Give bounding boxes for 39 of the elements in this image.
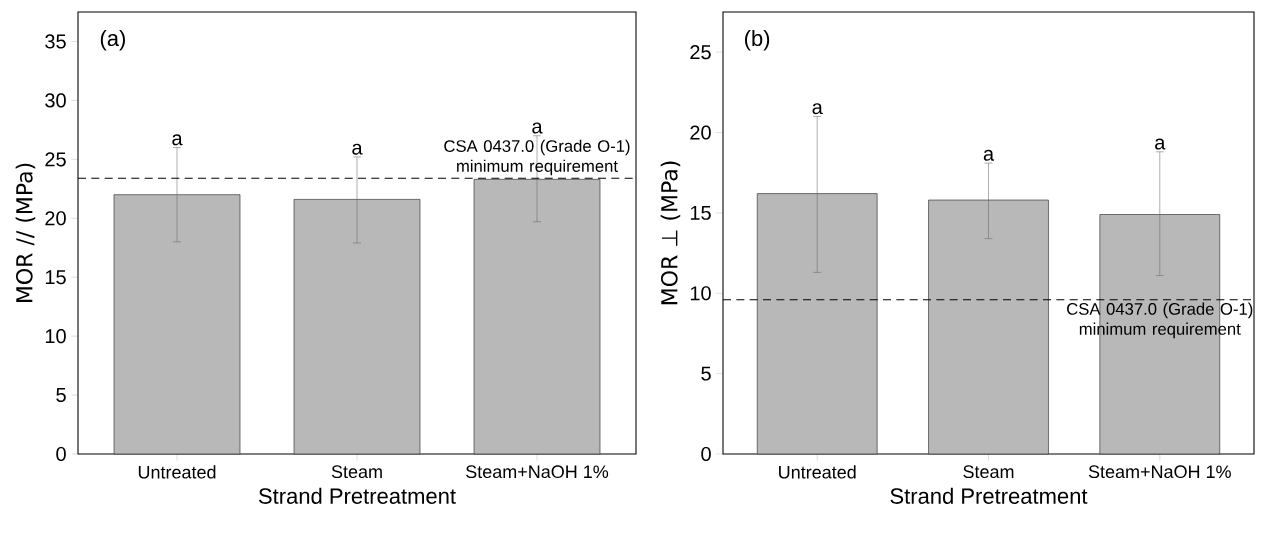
annotation: (a)	[100, 29, 125, 51]
y-tick-label: 25	[45, 152, 66, 167]
annotation: a	[983, 149, 995, 161]
x-axis-title: Strand Pretreatment	[258, 487, 456, 504]
y-axis-title: MOR ⊥ (MPa)	[660, 161, 681, 305]
y-tick-label: 5	[56, 388, 66, 403]
x-tick-label: Steam	[963, 465, 1014, 479]
y-tick-label: 35	[45, 34, 66, 49]
annotation: a	[812, 103, 823, 115]
annotation: a	[172, 134, 183, 146]
y-tick-label: 20	[45, 211, 66, 226]
x-tick-label: Steam	[331, 465, 382, 479]
y-tick-label: 0	[56, 446, 66, 462]
y-tick-label: 30	[45, 93, 66, 108]
annotation: a	[1155, 138, 1166, 150]
y-tick-label: 25	[690, 45, 711, 60]
annotation: (b)	[745, 29, 770, 51]
y-tick-label: 10	[690, 286, 711, 301]
y-axis-title: MOR // (MPa)	[15, 163, 36, 302]
bar	[293, 199, 421, 455]
x-tick-label: Untreated	[138, 465, 216, 479]
bar	[756, 193, 878, 455]
ref-line-label: CSA 0437.0 (Grade O-1) minimum requirement	[1067, 302, 1253, 339]
x-tick-label: Steam+NaOH 1%	[1088, 465, 1231, 479]
ref-line-label: CSA 0437.0 (Grade O-1) minimum requirement	[444, 139, 630, 176]
y-tick-label: 10	[45, 329, 66, 344]
bar	[113, 194, 241, 455]
bar	[473, 179, 601, 455]
bar	[928, 199, 1049, 455]
y-tick-label: 15	[690, 205, 711, 220]
annotation: a	[352, 143, 363, 155]
y-tick-label: 20	[690, 125, 711, 140]
x-tick-label: Untreated	[779, 465, 856, 479]
y-tick-label: 15	[45, 270, 66, 285]
x-axis-title: Strand Pretreatment	[890, 487, 1088, 504]
annotation: a	[532, 122, 543, 134]
y-tick-label: 0	[701, 446, 711, 462]
y-tick-label: 5	[701, 366, 711, 381]
x-tick-label: Steam+NaOH 1%	[466, 465, 609, 479]
